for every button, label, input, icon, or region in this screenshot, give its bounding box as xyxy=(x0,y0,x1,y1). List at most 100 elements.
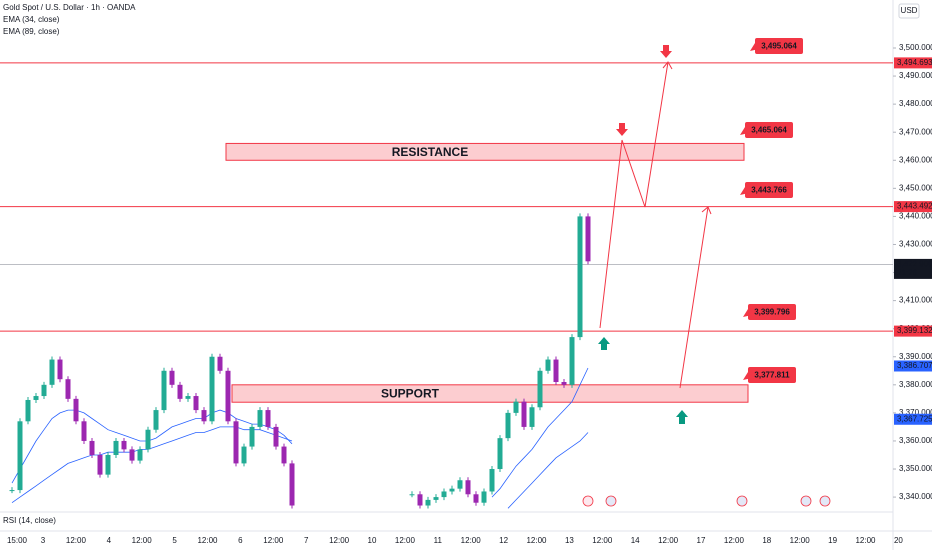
candle-body xyxy=(97,454,103,475)
x-tick-label: 18 xyxy=(762,536,771,545)
candle-body xyxy=(433,497,439,500)
candle-body xyxy=(169,370,175,385)
candle-body xyxy=(25,399,31,422)
indicator-label: EMA (34, close) xyxy=(3,15,60,24)
price-tag xyxy=(894,360,932,372)
x-tick-label: 12:00 xyxy=(592,536,613,545)
candle-body xyxy=(489,469,495,492)
x-tick-label: 6 xyxy=(238,536,243,545)
callout-pointer xyxy=(740,127,749,135)
price-tag-sublabel: 21:26 xyxy=(897,269,918,278)
zone-label: RESISTANCE xyxy=(392,145,468,159)
price-tag-label: 3,386.707 xyxy=(897,361,932,370)
down-arrow xyxy=(660,45,672,58)
callout-pointer xyxy=(750,43,759,51)
event-icon[interactable] xyxy=(605,495,617,507)
x-tick-label: 20 xyxy=(894,536,903,545)
x-tick-label: 12:00 xyxy=(66,536,87,545)
projection-path xyxy=(599,61,669,329)
callout-label: 3,399.796 xyxy=(754,308,790,317)
x-tick-label: 15:00 xyxy=(7,536,28,545)
y-tick-label: 3,390.000 xyxy=(899,352,932,361)
candle-body xyxy=(89,440,95,455)
down-arrow xyxy=(616,123,628,136)
drawings xyxy=(582,45,831,507)
candle-body xyxy=(281,446,287,464)
y-tick-label: 3,500.000 xyxy=(899,43,932,52)
candle-body xyxy=(49,359,55,385)
currency-label: USD xyxy=(901,6,918,15)
callout-pointer xyxy=(743,372,752,380)
zone-label: SUPPORT xyxy=(381,387,440,401)
y-tick-label: 3,430.000 xyxy=(899,240,932,249)
candle-body xyxy=(113,440,119,455)
candle-body xyxy=(473,494,479,503)
x-tick-label: 12:00 xyxy=(395,536,416,545)
candle-body xyxy=(33,396,39,400)
candle-body xyxy=(153,410,159,430)
x-tick-label: 12:00 xyxy=(526,536,547,545)
candle-body xyxy=(209,356,215,422)
price-tag-label: 3,494.693 xyxy=(897,58,932,67)
y-tick-label: 3,360.000 xyxy=(899,436,932,445)
event-icon[interactable] xyxy=(582,495,594,507)
callout-pointer xyxy=(743,309,752,317)
x-tick-label: 4 xyxy=(107,536,112,545)
candle-body xyxy=(521,401,527,427)
x-tick-label: 12:00 xyxy=(658,536,679,545)
x-tick-label: 3 xyxy=(41,536,46,545)
callout-box xyxy=(745,122,793,138)
projection-path xyxy=(679,206,709,389)
candle-body xyxy=(561,382,567,385)
candle-body xyxy=(569,337,575,385)
price-tag xyxy=(894,201,932,213)
x-tick-label: 12 xyxy=(499,536,508,545)
candle-body xyxy=(537,370,543,408)
candle-body xyxy=(81,421,87,441)
price-tag-label: 3,367.725 xyxy=(897,414,932,423)
event-icon[interactable] xyxy=(819,495,831,507)
candle-body xyxy=(73,398,79,422)
candle-body xyxy=(233,421,239,464)
x-tick-label: 12:00 xyxy=(724,536,745,545)
candle-body xyxy=(425,499,431,506)
y-tick-label: 3,340.000 xyxy=(899,492,932,501)
callout-pointer xyxy=(740,187,749,195)
candle-body xyxy=(145,429,151,450)
pane-label: RSI (14, close) xyxy=(3,516,56,525)
x-tick-label: 12:00 xyxy=(461,536,482,545)
callout-box xyxy=(748,367,796,383)
y-tick-label: 3,460.000 xyxy=(899,155,932,164)
callout-label: 3,377.811 xyxy=(754,371,790,380)
candle-body xyxy=(417,494,423,506)
x-tick-label: 12:00 xyxy=(329,536,350,545)
y-tick-label: 3,370.000 xyxy=(899,408,932,417)
x-tick-label: 12:00 xyxy=(263,536,284,545)
candle-body xyxy=(121,440,127,450)
price-tag xyxy=(894,258,932,279)
price-tag-label: 3,422.900 xyxy=(897,260,932,269)
x-tick-label: 10 xyxy=(368,536,377,545)
candle-body xyxy=(497,438,503,470)
price-tag xyxy=(894,57,932,69)
candle-body xyxy=(545,359,551,371)
y-tick-label: 3,450.000 xyxy=(899,183,932,192)
candle-body xyxy=(465,480,471,495)
candle-body xyxy=(257,410,263,427)
candle-body xyxy=(193,396,199,411)
x-tick-label: 12:00 xyxy=(855,536,876,545)
y-tick-label: 3,380.000 xyxy=(899,380,932,389)
candle-body xyxy=(65,379,71,399)
callout-box xyxy=(745,182,793,198)
arrow-head xyxy=(701,206,712,215)
currency-box[interactable] xyxy=(898,3,920,19)
event-icon[interactable] xyxy=(736,495,748,507)
price-tag xyxy=(894,325,932,337)
x-tick-label: 19 xyxy=(828,536,837,545)
candle-body xyxy=(201,410,207,422)
y-tick-label: 3,470.000 xyxy=(899,127,932,136)
event-icon[interactable] xyxy=(800,495,812,507)
candle-body xyxy=(481,491,487,503)
candle-body xyxy=(17,421,23,491)
